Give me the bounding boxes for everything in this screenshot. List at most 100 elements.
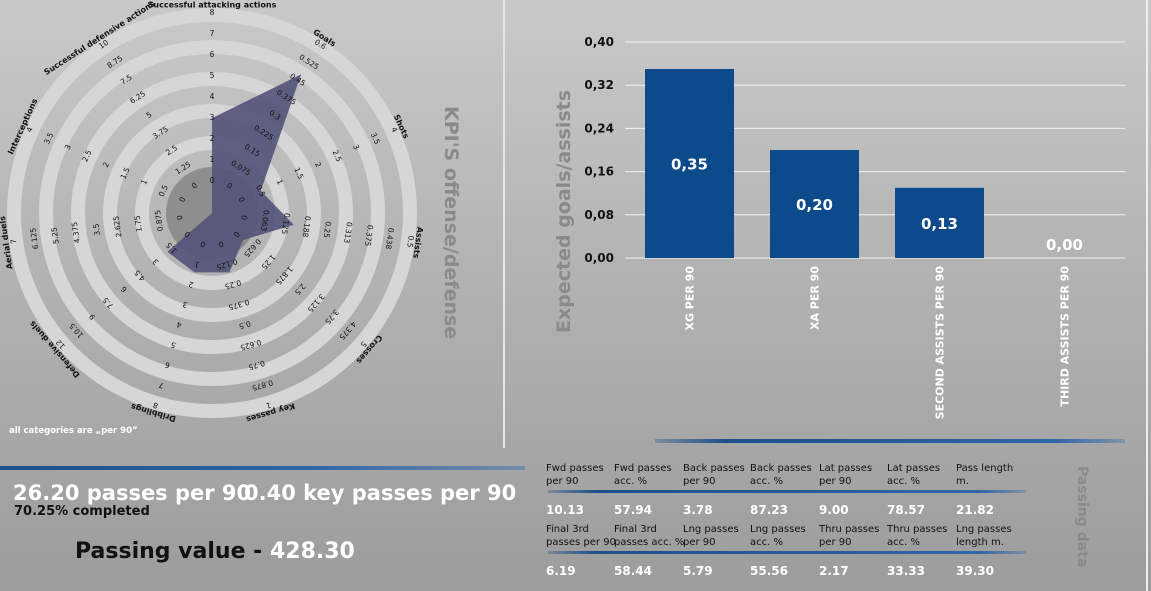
radar-tick-label: 1 <box>193 259 200 269</box>
table-header-line: passes per 90 <box>546 537 616 548</box>
radar-tick-label: 0 <box>175 214 185 220</box>
bar-chart: 0,00 0,08 0,16 0,24 0,32 0,40 0,35 XG PER 90 0,2… <box>584 35 1125 407</box>
radar-tick-label: 0.063 <box>259 209 271 232</box>
radar-tick-label: 0.25 <box>322 221 333 239</box>
radar-tick-label: 6 <box>119 284 129 294</box>
table-header-line: Back passes <box>750 463 812 474</box>
table-value-cell: 5.79 <box>683 564 713 578</box>
table-value-cell: 9.00 <box>819 503 849 517</box>
table-value-cell: 21.82 <box>956 503 994 517</box>
table-header-line: length m. <box>956 537 1004 548</box>
table-header-cell: Lng passes acc. % <box>750 523 806 549</box>
table-header-line: per 90 <box>819 476 852 487</box>
right-edge-line <box>1146 0 1148 591</box>
radar-axis-label: Successful attacking actions <box>148 1 277 10</box>
radar-ring <box>39 40 385 386</box>
radar-tick-label: 0.313 <box>342 221 354 244</box>
table-value-cell: 6.19 <box>546 564 576 578</box>
radar-tick-label: 1 <box>210 155 215 164</box>
bar-category-label: XG PER 90 <box>684 266 697 331</box>
radar-tick-label: 0 <box>217 239 224 249</box>
table-header-line: Lat passes <box>887 463 941 474</box>
radar-tick-label: 0.188 <box>301 215 313 238</box>
table-value-cell: 58.44 <box>614 564 652 578</box>
radar-data-polygon <box>136 74 302 273</box>
table-header-line: per 90 <box>819 537 852 548</box>
table-header-line: Thru passes <box>819 524 880 535</box>
brush-stroke-left <box>0 466 525 470</box>
completed-percent: 70.25% completed <box>14 504 150 519</box>
table-header-cell: Fwd passes acc. % <box>614 462 672 488</box>
table-header-line: Lng passes <box>683 524 739 535</box>
radar-tick-label: 0 <box>225 181 234 191</box>
table-header-cell: Lat passes acc. % <box>887 462 940 488</box>
table-header-line: acc. % <box>887 476 920 487</box>
radar-tick-label: 0.125 <box>280 212 292 235</box>
radar-tick-label: 1 <box>139 178 149 186</box>
radar-ring <box>7 8 417 418</box>
radar-tick-label: 3 <box>351 143 361 151</box>
radar-tick-label: 0 <box>231 230 241 240</box>
bar-ytick-label: 0,40 <box>584 35 614 49</box>
table-header-line: Pass length <box>956 463 1014 474</box>
table-header-cell: Thru passes per 90 <box>819 523 879 549</box>
radar-tick-label: 0 <box>239 215 249 221</box>
radar-tick-label: 0 <box>236 195 246 203</box>
passing-data-title: Passing data <box>1074 466 1090 568</box>
table-header-line: Lng passes <box>956 524 1012 535</box>
radar-tick-label: 10 <box>97 38 110 51</box>
table-header-line: Lat passes <box>819 463 873 474</box>
passes-per-90: 26.20 passes per 90 <box>13 481 252 505</box>
bar-category-label: XA PER 90 <box>809 266 822 330</box>
radar-tick-label: 0.875 <box>153 209 165 232</box>
bar-ylabel: Expected goals/assists <box>553 89 575 333</box>
bar-value-label: 0,20 <box>796 196 833 214</box>
table-header-line: acc. % <box>750 476 783 487</box>
bar-value-label: 0,13 <box>921 215 958 233</box>
radar-tick-label: 3 <box>210 113 215 122</box>
table-header-cell: Fwd passes per 90 <box>546 462 604 488</box>
bar <box>645 69 734 258</box>
radar-tick-label: 4.375 <box>70 221 82 244</box>
radar-tick-label: 5 <box>169 340 176 350</box>
radar-tick-label: 0.5 <box>238 319 252 331</box>
radar-tick-label: 4 <box>25 125 35 133</box>
radar-tick-label: 2 <box>210 134 215 143</box>
radar-tick-label: 6.125 <box>28 227 40 250</box>
radar-tick-label: 6 <box>164 360 171 370</box>
radar-tick-label: 8 <box>152 400 159 410</box>
radar-tick-label: 3 <box>181 300 188 310</box>
radar-tick-label: 4 <box>210 92 215 101</box>
radar-tick-label: 1.75 <box>133 214 144 232</box>
table-header-cell: Lng passes per 90 <box>683 523 739 549</box>
radar-tick-label: 7 <box>9 238 19 244</box>
bar-ytick-label: 0,00 <box>584 251 614 265</box>
bar-ytick-label: 0,32 <box>584 78 614 92</box>
radar-tick-label: 3.5 <box>91 223 102 236</box>
brush-stroke-top <box>655 439 1125 443</box>
radar-tick-label: 2 <box>101 160 111 168</box>
table-header-line: m. <box>956 476 969 487</box>
table-header-line: per 90 <box>546 476 579 487</box>
passing-value-number: 428.30 <box>269 539 355 564</box>
radar-ring <box>71 72 353 354</box>
radar-tick-label: 5.25 <box>49 226 60 244</box>
bar-ytick-label: 0,08 <box>584 208 614 222</box>
table-header-cell: Lat passes per 90 <box>819 462 872 488</box>
table-header-cell: Final 3rd passes acc. % <box>614 523 684 549</box>
radar-tick-label: 0 <box>199 239 206 249</box>
bar-value-label: 0,35 <box>671 156 708 174</box>
table-header-line: Final 3rd <box>614 524 657 535</box>
radar-tick-label: 0.375 <box>363 224 375 247</box>
table-header-cell: Thru passes acc. % <box>887 523 947 549</box>
table-header-line: Back passes <box>683 463 745 474</box>
table-value-cell: 87.23 <box>750 503 788 517</box>
radar-tick-label: 1 <box>275 178 285 186</box>
table-header-line: per 90 <box>683 537 716 548</box>
bar-category-label: THIRD ASSISTS PER 90 <box>1059 266 1072 407</box>
radar-tick-label: 0 <box>190 180 199 190</box>
radar-tick-label: 0 <box>182 229 192 239</box>
radar-tick-label: 3 <box>151 257 161 267</box>
radar-ring <box>103 104 321 322</box>
radar-tick-label: 9 <box>87 312 97 322</box>
